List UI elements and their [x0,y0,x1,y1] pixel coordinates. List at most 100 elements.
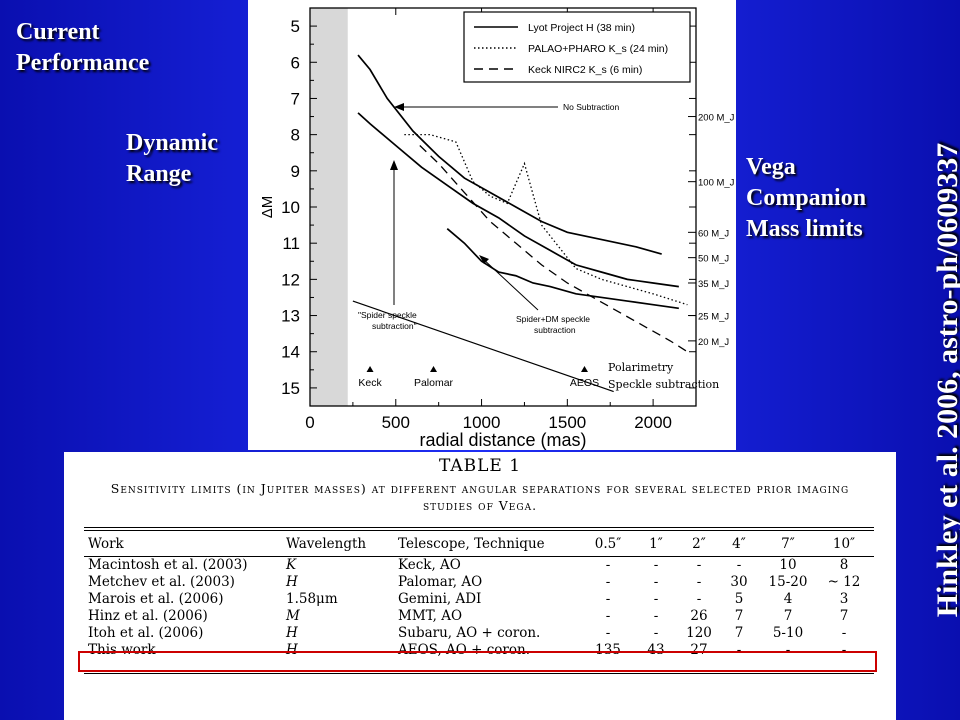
table-cell: 3 [839,590,849,607]
table-cell: 43 [647,641,665,658]
table-cell: 8 [839,556,849,573]
y-tick-label: 7 [291,89,300,108]
x-tick-label: 1000 [463,413,501,432]
column-header: 10″ [832,536,856,552]
table-rule [84,556,874,557]
table-cell: H [286,573,298,590]
table-cell: 7 [783,607,793,624]
table-cell: This work [88,641,156,658]
table-cell: 30 [730,573,748,590]
table-cell: ~ 12 [827,573,861,590]
table-rule [84,530,874,531]
telescope-label: AEOS [570,377,599,389]
table-cell: - [841,624,847,641]
sensitivity-table: Work Wavelength Telescope, Technique 0.5… [88,532,870,658]
mass-label: 25 M_J [698,312,729,323]
table-cell: H [286,641,298,658]
y-axis-label: ΔM [259,196,276,219]
telescope-label: Keck [358,377,382,389]
table-cell: Gemini, ADI [398,590,482,607]
table-cell: 26 [690,607,708,624]
telescope-marker [366,366,374,372]
table-row: Metchev et al. (2003) H Palomar, AO - - - 30 15… [88,573,870,590]
annotation-speckle-subtraction: Speckle subtraction [608,378,719,391]
table-cell: Marois et al. (2006) [88,590,224,607]
column-header: Wavelength [286,536,367,552]
table-cell: K [286,556,297,573]
legend-box [463,11,691,83]
column-header: Telescope, Technique [398,536,545,552]
table-cell: 27 [690,641,708,658]
this-work-highlight-box [78,651,877,672]
table-cell: 135 [595,641,621,658]
table-cell: - [653,624,659,641]
table-cell: 4 [783,590,793,607]
series-line [404,133,688,306]
column-header: 2″ [692,536,706,552]
series-line [357,54,662,255]
table-cell: Metchev et al. (2003) [88,573,235,590]
annotation-polarimetry: Polarimetry [608,361,674,374]
y-tick-label: 11 [282,234,300,253]
legend: Lyot Project H (38 min) PALAO+PHARO K_s (… [463,11,691,83]
table-cell: Macintosh et al. (2003) [88,556,248,573]
table-row: Macintosh et al. (2003) K Keck, AO - - - - 10 8 [88,556,870,573]
column-header: 1″ [649,536,663,552]
y-tick-label: 15 [281,379,300,398]
column-header: Work [88,536,124,552]
series-line [357,112,679,288]
table-rule [84,673,874,674]
annotation-no-subtraction: No Subtraction [563,102,619,112]
series-line [419,145,688,353]
table-cell: - [605,590,611,607]
table-cell: Subaru, AO + coron. [398,624,541,641]
table-cell: - [653,573,659,590]
annotation-spider: "Spider speckle [358,310,417,320]
x-tick-label: 500 [382,413,410,432]
table-cell: - [653,590,659,607]
table-header-row: Work Wavelength Telescope, Technique 0.5… [88,532,870,556]
legend-label: Keck NIRC2 K_s (6 min) [528,64,642,76]
x-tick-label: 2000 [634,413,672,432]
table-cell: Itoh et al. (2006) [88,624,204,641]
telescope-marker [580,366,588,372]
annotation-arrowhead [390,160,398,170]
y-tick-label: 8 [291,126,300,145]
mass-label: 200 M_J [698,113,735,124]
y-tick-label: 10 [281,198,300,217]
table-cell: 7 [839,607,849,624]
table-cell: - [605,556,611,573]
legend-label: PALAO+PHARO K_s (24 min) [528,43,668,55]
series-line [446,228,679,310]
table-cell: - [696,556,702,573]
table-cell: 15-20 [768,573,808,590]
table-cell: 5-10 [772,624,804,641]
table-cell: Keck, AO [398,556,461,573]
y-tick-label: 12 [281,270,300,289]
table-row: Marois et al. (2006) 1.58μm Gemini, ADI - - -… [88,590,870,607]
telescope-label: Palomar [414,377,454,389]
table-cell: - [841,641,847,658]
slide-title-vega-companion: Vega Companion Mass limits [746,154,867,242]
table-cell: - [653,556,659,573]
annotation-spider-dm: subtraction [534,325,576,335]
table-cell: M [286,607,300,624]
annotation-arrowhead [394,103,404,111]
table-cell: - [605,573,611,590]
y-tick-label: 13 [281,307,300,326]
y-tick-label: 9 [291,162,300,181]
dynamic-range-plot: 5 6 7 8 9 10 11 12 13 14 15 0 500 1000 1500 2000 radial … [248,0,736,450]
column-header: 0.5″ [594,536,622,552]
table-cell: - [785,641,791,658]
chart-svg: 5 6 7 8 9 10 11 12 13 14 15 0 500 1000 1500 2000 radial … [259,7,735,450]
slide-title-dynamic-range: Dynamic Range [126,130,218,187]
citation-vertical: Hinkley et al. 2006, astro-ph/0609337 [931,142,960,618]
mass-label: 100 M_J [698,178,735,189]
column-header: 7″ [781,536,795,552]
annotation-spider-dm: Spider+DM speckle [516,314,590,324]
table-cell: 7 [734,624,744,641]
x-tick-label: 0 [305,413,314,432]
table-cell: - [653,607,659,624]
annotation-arrow [481,257,539,311]
x-axis-label: radial distance (mas) [419,430,586,450]
